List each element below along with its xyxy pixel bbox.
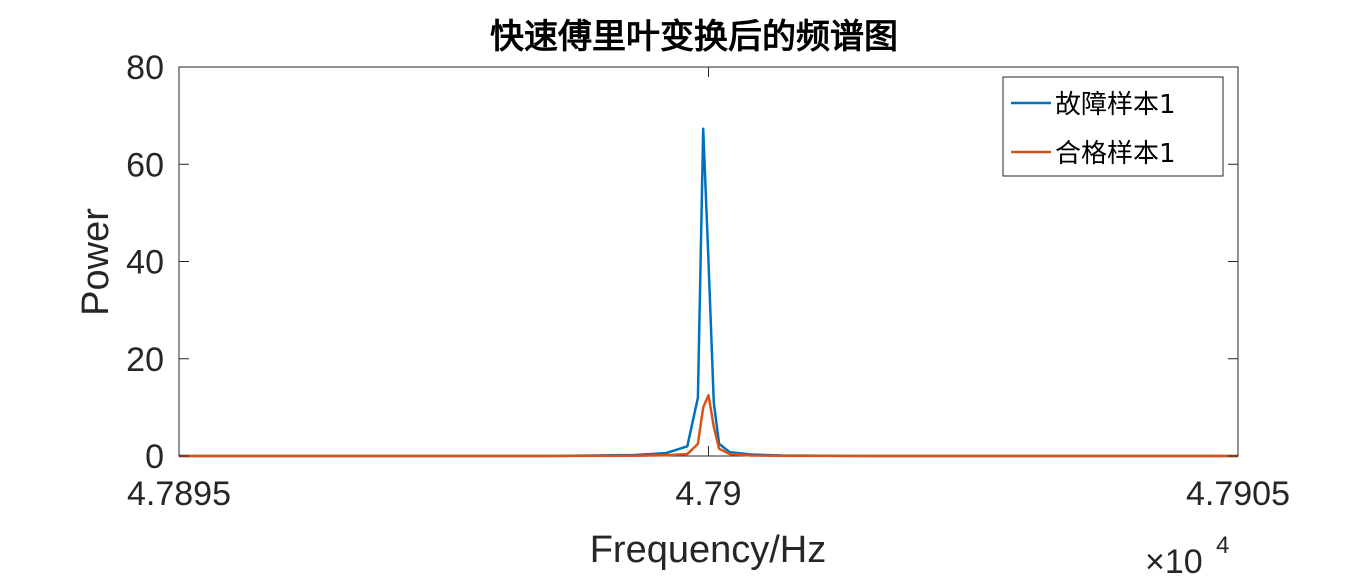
y-tick-label: 0 <box>145 438 164 476</box>
legend: 故障样本1 合格样本1 <box>1002 76 1224 177</box>
x-axis-ticks: 4.7895 4.79 4.7905 <box>127 67 1290 513</box>
chart-title: 快速傅里叶变换后的频谱图 <box>490 17 898 57</box>
x-tick-label: 4.79 <box>675 475 741 513</box>
x-multiplier-base: ×10 <box>1145 543 1203 579</box>
x-axis-label: Frequency/Hz <box>590 529 827 571</box>
y-tick-label: 20 <box>126 341 164 379</box>
legend-label-series-2: 合格样本1 <box>1055 139 1176 169</box>
y-tick-label: 80 <box>126 49 164 87</box>
y-tick-label: 60 <box>126 146 164 184</box>
series-layer <box>179 127 1238 458</box>
x-tick-label: 4.7895 <box>127 475 231 513</box>
legend-box <box>1002 76 1224 177</box>
x-tick-label: 4.7905 <box>1186 475 1290 513</box>
y-tick-label: 40 <box>126 244 164 282</box>
x-axis-multiplier: ×10 4 <box>1145 532 1229 579</box>
y-axis-ticks: 0 20 40 60 80 <box>126 49 1238 476</box>
x-multiplier-exponent: 4 <box>1216 532 1229 559</box>
legend-label-series-1: 故障样本1 <box>1055 90 1176 120</box>
y-axis-label: Power <box>75 208 117 316</box>
series-line-2 <box>179 393 1238 458</box>
